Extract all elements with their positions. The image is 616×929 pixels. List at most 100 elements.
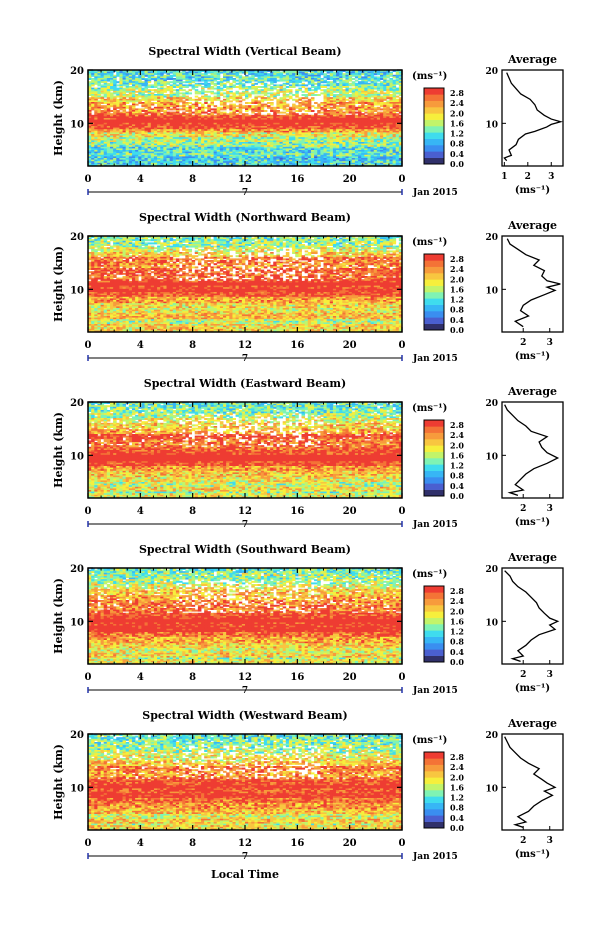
heatmap-cell [170, 72, 174, 74]
heatmap-cell [327, 107, 331, 109]
heatmap-cell [185, 86, 189, 88]
heatmap-cell [383, 89, 387, 91]
heatmap-cell [210, 88, 214, 90]
heatmap-cell [110, 110, 114, 112]
heatmap-cell [336, 80, 340, 82]
heatmap-cell [167, 83, 171, 85]
heatmap-cell [374, 88, 378, 90]
heatmap-cell [239, 97, 243, 99]
heatmap-cell [320, 73, 324, 75]
heatmap-cell [185, 99, 189, 101]
heatmap-cell [358, 78, 362, 80]
heatmap-cell [145, 75, 149, 77]
heatmap-cell [258, 92, 262, 94]
heatmap-cell [267, 89, 271, 91]
heatmap-cell [276, 76, 280, 78]
heatmap-cell [276, 86, 280, 88]
heatmap-cell [217, 78, 221, 80]
heatmap-cell [248, 96, 252, 98]
heatmap-cell [314, 102, 318, 104]
heatmap-cell [173, 89, 177, 91]
heatmap-cell [226, 81, 230, 83]
heatmap-cell [305, 84, 309, 86]
heatmap-cell [148, 112, 152, 114]
heatmap-cell [286, 99, 290, 101]
heatmap-cell [123, 84, 127, 86]
heatmap-cell [182, 108, 186, 110]
heatmap-cell [214, 84, 218, 86]
heatmap-cell [295, 84, 299, 86]
heatmap-cell [317, 88, 321, 90]
heatmap-cell [276, 94, 280, 96]
heatmap-cell [302, 108, 306, 110]
heatmap-cell [276, 112, 280, 114]
heatmap-cell [192, 99, 196, 101]
heatmap-cell [145, 107, 149, 109]
heatmap-cell [270, 89, 274, 91]
heatmap-cell [320, 104, 324, 106]
heatmap-cell [305, 91, 309, 93]
heatmap-cell [188, 89, 192, 91]
heatmap-cell [248, 81, 252, 83]
heatmap-cell [192, 107, 196, 109]
heatmap-cell [214, 99, 218, 101]
heatmap-cell [214, 112, 218, 114]
heatmap-cell [201, 80, 205, 82]
heatmap-cell [116, 84, 120, 86]
heatmap-cell [182, 86, 186, 88]
heatmap-cell [101, 102, 105, 104]
heatmap-cell [192, 112, 196, 114]
heatmap-cell [110, 105, 114, 107]
heatmap-cell [101, 92, 105, 94]
heatmap-cell [258, 81, 262, 83]
heatmap-cell [330, 104, 334, 106]
heatmap-cell [141, 78, 145, 80]
heatmap-cell [141, 99, 145, 101]
heatmap-cell [320, 92, 324, 94]
heatmap-cell [220, 108, 224, 110]
heatmap-cell [119, 108, 123, 110]
heatmap-cell [355, 112, 359, 114]
heatmap-cell [176, 81, 180, 83]
heatmap-cell [292, 86, 296, 88]
heatmap-cell [204, 102, 208, 104]
heatmap-cell [336, 91, 340, 93]
heatmap-cell [214, 80, 218, 82]
heatmap-cell [364, 102, 368, 104]
heatmap-cell [314, 83, 318, 85]
heatmap-cell [167, 78, 171, 80]
heatmap-cell [280, 80, 284, 82]
heatmap-cell [286, 96, 290, 98]
heatmap-cell [220, 72, 224, 74]
heatmap-cell [396, 110, 400, 112]
heatmap-cell [248, 108, 252, 110]
heatmap-cell [210, 104, 214, 106]
heatmap-cell [135, 100, 139, 102]
heatmap-cell [352, 78, 356, 80]
heatmap-cell [305, 97, 309, 99]
heatmap-cell [195, 92, 199, 94]
heatmap-cell [229, 108, 233, 110]
heatmap-cell [251, 112, 255, 114]
heatmap-cell [126, 107, 130, 109]
heatmap-cell [229, 92, 233, 94]
heatmap-cell [396, 92, 400, 94]
heatmap-cell [254, 110, 258, 112]
heatmap-cell [236, 105, 240, 107]
heatmap-cell [141, 110, 145, 112]
heatmap-cell [258, 86, 262, 88]
heatmap-cell [185, 110, 189, 112]
heatmap-cell [223, 80, 227, 82]
heatmap-cell [97, 97, 101, 99]
heatmap-cell [195, 105, 199, 107]
heatmap-cell [148, 81, 152, 83]
heatmap-cell [305, 107, 309, 109]
heatmap-cell [273, 81, 277, 83]
heatmap-cell [129, 83, 133, 85]
heatmap-cell [280, 107, 284, 109]
heatmap-cell [286, 83, 290, 85]
heatmap-cell [261, 92, 265, 94]
heatmap-cell [151, 104, 155, 106]
heatmap-cell [135, 104, 139, 106]
heatmap-cell [298, 89, 302, 91]
